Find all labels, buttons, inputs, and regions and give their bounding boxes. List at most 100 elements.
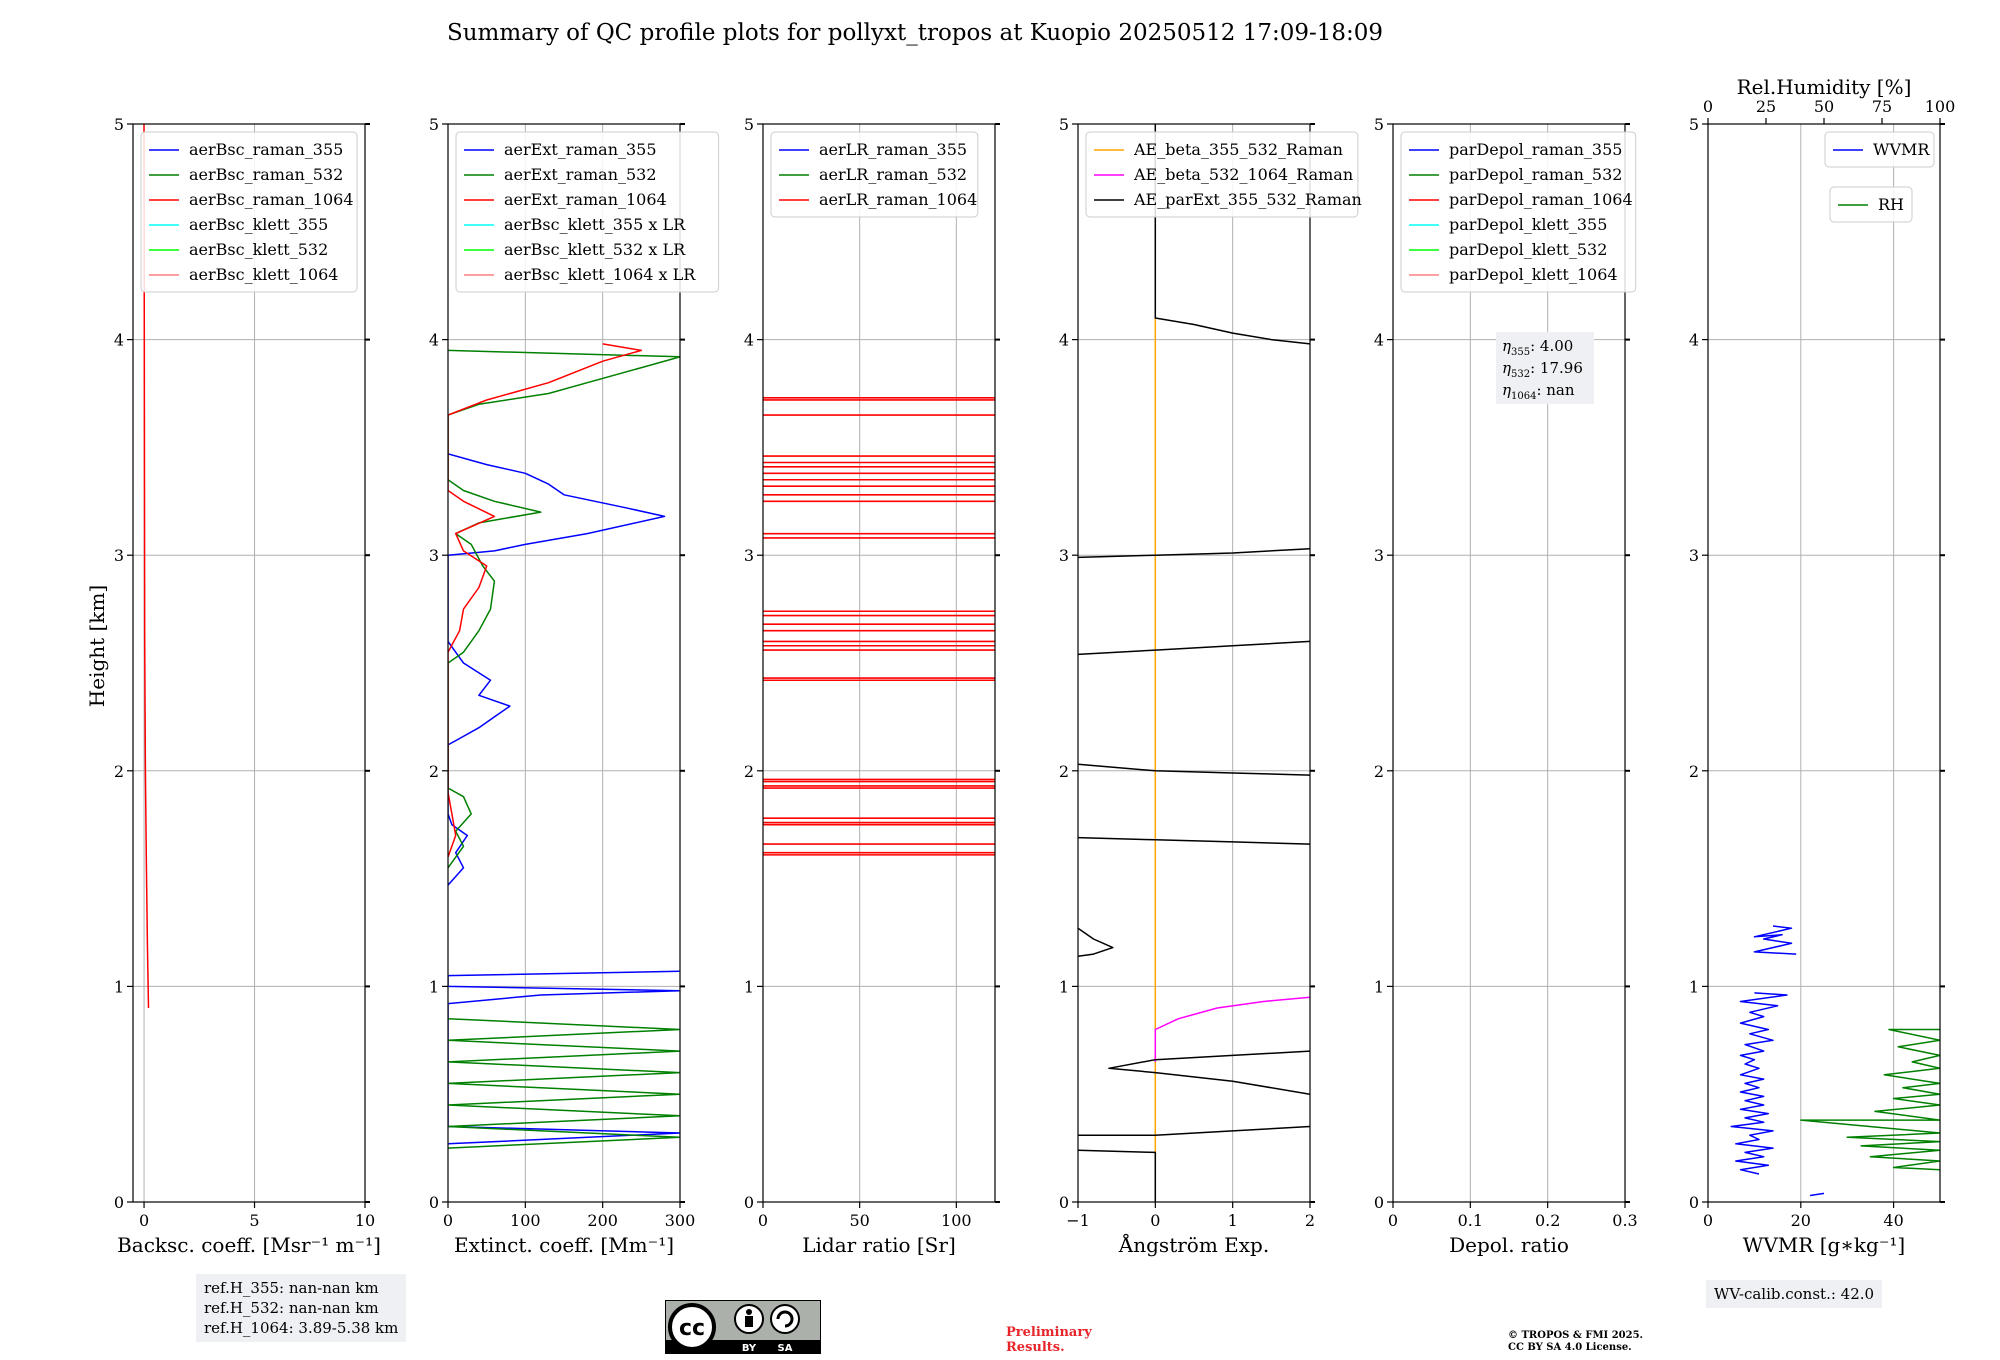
legend: AE_beta_355_532_Raman AE_beta_532_1064_Ra… <box>1085 131 1362 218</box>
top-x-tick-label: 100 <box>1925 97 1956 116</box>
legend: aerExt_raman_355 aerExt_raman_532 aerExt_r… <box>455 131 720 293</box>
legend-label: aerBsc_klett_355 <box>189 215 328 234</box>
legend-label: parDepol_klett_1064 <box>1449 265 1618 284</box>
cc-by-sa-badge: cc BY SA <box>665 1300 821 1354</box>
legend-label: aerBsc_klett_355 x LR <box>504 215 686 234</box>
y-axis-label: Height [km] <box>85 585 109 707</box>
legend-label: aerBsc_klett_1064 <box>189 265 338 284</box>
legend-label: aerLR_raman_532 <box>819 165 967 184</box>
legend-label: aerExt_raman_355 <box>504 140 657 159</box>
y-tick-label: 5 <box>1374 115 1384 134</box>
y-tick-label: 3 <box>1374 546 1384 565</box>
y-tick-label: 3 <box>114 546 124 565</box>
x-axis-label: Ångström Exp. <box>1118 1232 1269 1257</box>
plot-frame <box>132 123 366 1203</box>
series-line-WVMR_b <box>1730 992 1788 1175</box>
legend: aerLR_raman_355 aerLR_raman_532 aerLR_rama… <box>770 131 979 218</box>
plot-frame <box>1077 123 1311 1203</box>
y-tick-label: 2 <box>1374 762 1384 781</box>
y-tick-label: 0 <box>114 1193 124 1212</box>
series-line-aerExt_raman_532_low <box>448 1017 680 1149</box>
legend-frame <box>455 131 720 293</box>
legend-label: WVMR <box>1873 140 1930 159</box>
y-tick-label: 1 <box>744 977 754 996</box>
wv-calib-box: WV-calib.const.: 42.0 <box>1706 1280 1883 1308</box>
legend-label: AE_parExt_355_532_Raman <box>1133 190 1362 209</box>
x-tick-label: 100 <box>510 1211 541 1230</box>
copyright-line-1: © TROPOS & FMI 2025. <box>1508 1330 1644 1341</box>
legend-label: parDepol_klett_355 <box>1449 215 1607 234</box>
copyright-note: © TROPOS & FMI 2025. CC BY SA 4.0 Licens… <box>1508 1330 1643 1354</box>
x-tick-label: 10 <box>355 1211 375 1230</box>
legend-frame <box>140 131 358 293</box>
preliminary-line-1: Preliminary <box>1006 1325 1092 1340</box>
eta-line: η355: 4.00 <box>1502 337 1573 358</box>
legend-frame <box>1829 186 1913 223</box>
series-line-AE_parExt_355_532_Raman_i <box>1154 124 1310 345</box>
legend-label: aerBsc_klett_1064 x LR <box>504 265 696 284</box>
y-tick-label: 4 <box>429 331 439 350</box>
plot-frame <box>447 123 681 1203</box>
series-line-aerExt_raman_1064 <box>448 343 643 858</box>
y-tick-label: 5 <box>1689 115 1699 134</box>
series-line-aerExt_raman_355 <box>448 453 666 886</box>
x-tick-label: −1 <box>1066 1211 1090 1230</box>
eta-box <box>1496 332 1594 404</box>
ref-height-355: ref.H_355: nan-nan km <box>204 1279 379 1297</box>
y-tick-label: 5 <box>114 115 124 134</box>
svg-text:cc: cc <box>679 1316 705 1341</box>
y-tick-label: 4 <box>114 331 124 350</box>
series-line-AE_beta_532_1064_Raman <box>1154 996 1310 1062</box>
plot-frame <box>1392 123 1626 1203</box>
y-tick-label: 0 <box>744 1193 754 1212</box>
eta-line: η1064: nan <box>1502 381 1575 402</box>
series-line-RH <box>1800 1028 1940 1171</box>
x-tick-label: 0.1 <box>1458 1211 1483 1230</box>
legend-label: RH <box>1878 195 1904 214</box>
y-tick-label: 3 <box>1689 546 1699 565</box>
y-tick-label: 2 <box>744 762 754 781</box>
preliminary-note: Preliminary Results. <box>1006 1325 1092 1355</box>
legend-label: parDepol_raman_1064 <box>1449 190 1633 209</box>
series-line-AE_parExt_355_532_Raman_c <box>1108 1050 1310 1095</box>
x-tick-label: 0.3 <box>1612 1211 1637 1230</box>
series-line-WVMR_c <box>1753 925 1797 955</box>
x-tick-label: 5 <box>249 1211 259 1230</box>
x-axis-label: Depol. ratio <box>1449 1233 1569 1257</box>
y-tick-label: 4 <box>1059 331 1069 350</box>
series-line-aerExt_raman_355_low <box>448 970 680 1145</box>
x-tick-label: 0 <box>1150 1211 1160 1230</box>
x-axis-label: Extinct. coeff. [Mm⁻¹] <box>454 1233 674 1257</box>
ref-height-1064: ref.H_1064: 3.89-5.38 km <box>204 1319 399 1337</box>
preliminary-line-2: Results. <box>1006 1340 1065 1355</box>
legend-frame <box>770 131 979 218</box>
y-tick-label: 4 <box>1689 331 1699 350</box>
x-tick-label: 40 <box>1883 1211 1903 1230</box>
legend-label: aerBsc_klett_532 x LR <box>504 240 686 259</box>
legend-label: AE_beta_532_1064_Raman <box>1133 165 1353 184</box>
y-tick-label: 5 <box>429 115 439 134</box>
ref-height-532: ref.H_532: nan-nan km <box>204 1299 379 1317</box>
y-tick-label: 4 <box>744 331 754 350</box>
badge-sa-text: SA <box>778 1343 793 1354</box>
panel-6: 0 20 40 0 1 2 3 4 5 WVMR [g∗kg⁻¹] 0 25 50 75 100 Rel.Hu… <box>1689 75 1955 1257</box>
x-tick-label: 20 <box>1791 1211 1811 1230</box>
y-tick-label: 1 <box>429 977 439 996</box>
y-tick-label: 5 <box>744 115 754 134</box>
legend-label: aerBsc_raman_532 <box>189 165 343 184</box>
panel-5: 0 0.1 0.2 0.3 0 1 2 3 4 5 Depol. ratio parDepol_ram… <box>1374 115 1638 1257</box>
y-tick-label: 2 <box>1059 762 1069 781</box>
legend-frame <box>1824 131 1935 168</box>
legend-label: aerBsc_raman_355 <box>189 140 343 159</box>
series-line-AE_parExt_355_532_Raman_h <box>1078 547 1310 559</box>
x-tick-label: 0.2 <box>1535 1211 1560 1230</box>
badge-by-text: BY <box>742 1343 757 1354</box>
y-tick-label: 3 <box>1059 546 1069 565</box>
series-line-AE_parExt_355_532_Raman_d <box>1078 927 1114 957</box>
y-tick-label: 1 <box>114 977 124 996</box>
series-line-WVMR <box>1809 1192 1825 1197</box>
legend-label: parDepol_klett_532 <box>1449 240 1607 259</box>
top-x-tick-label: 50 <box>1814 97 1834 116</box>
series-line-AE_parExt_355_532_Raman_b <box>1078 1125 1310 1136</box>
